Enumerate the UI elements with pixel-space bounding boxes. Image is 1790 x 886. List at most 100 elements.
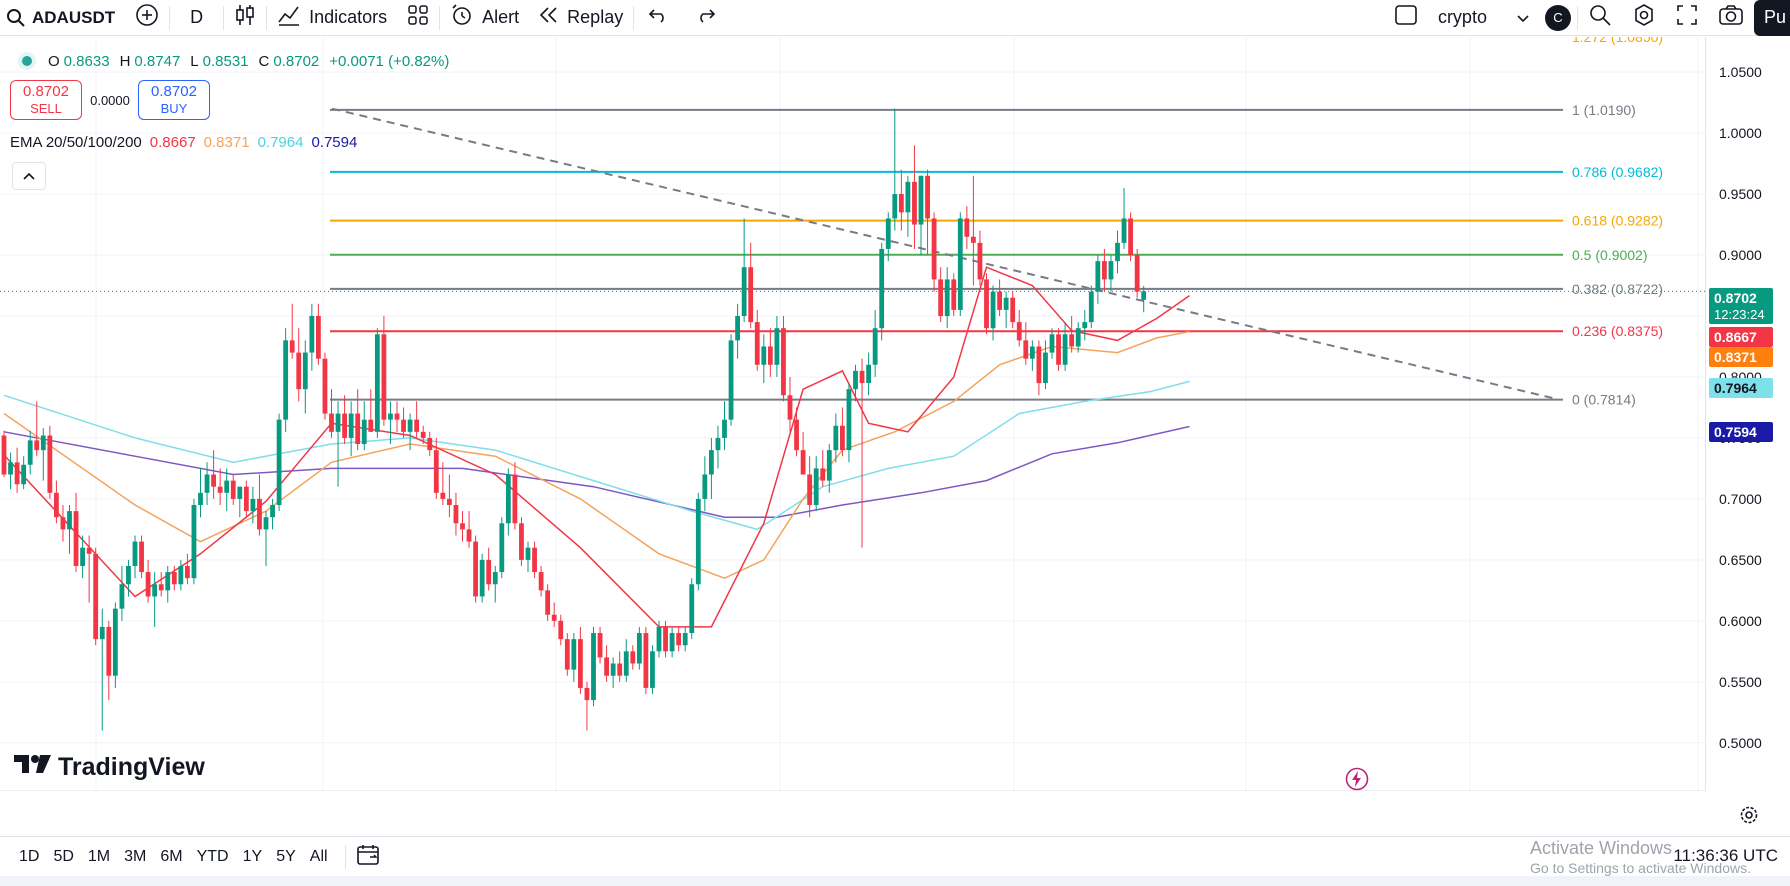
sell-button[interactable]: 0.8702 SELL bbox=[10, 80, 82, 120]
watermark-title: Activate Windows bbox=[1530, 838, 1673, 858]
lightning-icon[interactable] bbox=[1345, 767, 1369, 791]
toolbar-divider bbox=[633, 5, 635, 30]
price-chart[interactable]: AprMayJunJulAugSepOctNo1.272 (1.0850)1 (… bbox=[0, 37, 1705, 791]
candle-body bbox=[492, 572, 498, 585]
utc-clock[interactable]: 11:36:36 UTC bbox=[1673, 846, 1778, 865]
snapshot-button[interactable] bbox=[1708, 0, 1754, 36]
range-buttons: 1D 5D 1M 3M 6M YTD 1Y 5Y All bbox=[0, 848, 335, 866]
date-range-icon[interactable] bbox=[356, 843, 382, 872]
range-5d[interactable]: 5D bbox=[53, 848, 74, 865]
candle-body bbox=[761, 346, 767, 365]
candle-body bbox=[270, 505, 275, 518]
tradingview-logo[interactable]: TradingView bbox=[14, 753, 205, 782]
fib-level-label: 0.236 (0.8375) bbox=[1572, 323, 1663, 339]
candle-body bbox=[73, 511, 79, 566]
candle-body bbox=[630, 651, 636, 664]
undo-icon bbox=[648, 7, 668, 28]
settings-button[interactable] bbox=[1622, 0, 1666, 36]
candle-body bbox=[840, 425, 845, 451]
range-all[interactable]: All bbox=[309, 848, 328, 865]
templates-button[interactable] bbox=[397, 0, 439, 36]
fullscreen-button[interactable] bbox=[1666, 0, 1708, 36]
candle-body bbox=[866, 364, 871, 384]
price-scale[interactable]: 1.05001.00000.95000.90000.85000.80000.75… bbox=[1705, 37, 1790, 791]
candle-body bbox=[833, 425, 839, 451]
candle-body bbox=[27, 440, 33, 465]
range-1m[interactable]: 1M bbox=[87, 848, 111, 865]
open-label: O bbox=[48, 52, 60, 70]
compare-button[interactable] bbox=[125, 0, 169, 36]
candle-body bbox=[984, 279, 989, 329]
price-badge-value: 0.7594 bbox=[1714, 424, 1757, 440]
range-1d[interactable]: 1D bbox=[19, 848, 40, 865]
grid-icon bbox=[407, 4, 429, 31]
publish-button[interactable]: Pu bbox=[1753, 0, 1790, 36]
candle-body bbox=[1082, 322, 1088, 329]
price-tick-label: 0.9000 bbox=[1719, 247, 1762, 263]
alert-button[interactable]: Alert bbox=[440, 0, 529, 36]
collapse-legend-button[interactable] bbox=[12, 162, 46, 190]
candle-body bbox=[106, 626, 112, 676]
candle-body bbox=[433, 450, 439, 493]
candle-body bbox=[374, 334, 380, 432]
candle-body bbox=[591, 633, 596, 701]
range-6m[interactable]: 6M bbox=[160, 848, 183, 865]
range-5y[interactable]: 5Y bbox=[276, 848, 296, 865]
undo-button[interactable] bbox=[634, 0, 682, 36]
quick-search-button[interactable] bbox=[1578, 0, 1622, 36]
candle-body bbox=[1134, 255, 1140, 292]
search-icon bbox=[6, 8, 26, 28]
candle-body bbox=[623, 651, 629, 676]
candle-body bbox=[925, 175, 930, 219]
candle-body bbox=[21, 464, 27, 485]
candle-body bbox=[342, 413, 347, 438]
candle-body bbox=[302, 352, 308, 390]
sell-label: SELL bbox=[30, 101, 62, 116]
candle-body bbox=[388, 413, 393, 420]
candle-body bbox=[800, 450, 806, 475]
candle-body bbox=[748, 267, 754, 323]
candle-body bbox=[171, 572, 177, 585]
candle-body bbox=[466, 529, 472, 542]
candle-body bbox=[1023, 340, 1029, 359]
buy-button[interactable]: 0.8702 BUY bbox=[138, 80, 210, 120]
layout-menu[interactable]: crypto bbox=[1428, 0, 1539, 36]
price-badge-value: 0.8371 bbox=[1714, 349, 1757, 365]
rewind-icon bbox=[539, 6, 559, 29]
candle-body bbox=[767, 346, 773, 365]
range-3m[interactable]: 3M bbox=[124, 848, 147, 865]
chart-type-button[interactable] bbox=[224, 0, 266, 36]
candle-body bbox=[525, 547, 531, 560]
candle-body bbox=[1075, 328, 1081, 347]
chevron-down-icon bbox=[1517, 7, 1529, 28]
sell-price: 0.8702 bbox=[23, 83, 69, 100]
user-avatar[interactable]: C bbox=[1539, 0, 1577, 36]
candle-body bbox=[813, 468, 819, 506]
interval-button[interactable]: D bbox=[170, 0, 223, 36]
redo-button[interactable] bbox=[682, 0, 730, 36]
range-1y[interactable]: 1Y bbox=[242, 848, 263, 865]
candle-body bbox=[40, 435, 46, 451]
replay-button[interactable]: Replay bbox=[529, 0, 633, 36]
range-ytd[interactable]: YTD bbox=[196, 848, 229, 865]
scale-settings-button[interactable] bbox=[1738, 804, 1762, 828]
candle-body bbox=[741, 267, 747, 316]
candle-body bbox=[774, 328, 780, 365]
candle-body bbox=[348, 413, 354, 438]
symbol-search[interactable]: ADAUSDT bbox=[0, 0, 125, 36]
replay-label: Replay bbox=[567, 7, 624, 27]
layout-name: crypto bbox=[1437, 7, 1487, 27]
fib-level-label: 1 (1.0190) bbox=[1572, 102, 1636, 118]
candle-body bbox=[1128, 218, 1133, 256]
candle-body bbox=[853, 370, 858, 390]
candle-body bbox=[892, 194, 898, 219]
candle-body bbox=[656, 626, 662, 652]
ema-legend[interactable]: EMA 20/50/100/200 0.8667 0.8371 0.7964 0… bbox=[10, 134, 449, 151]
candle-body bbox=[715, 437, 721, 451]
multi-layout-button[interactable] bbox=[1384, 0, 1428, 36]
toolbar-divider bbox=[439, 5, 441, 30]
indicators-button[interactable]: Indicators bbox=[267, 0, 397, 36]
candle-body bbox=[820, 468, 826, 481]
fib-level-label: 1.272 (1.0850) bbox=[1572, 37, 1663, 45]
high-label: H bbox=[119, 52, 131, 70]
